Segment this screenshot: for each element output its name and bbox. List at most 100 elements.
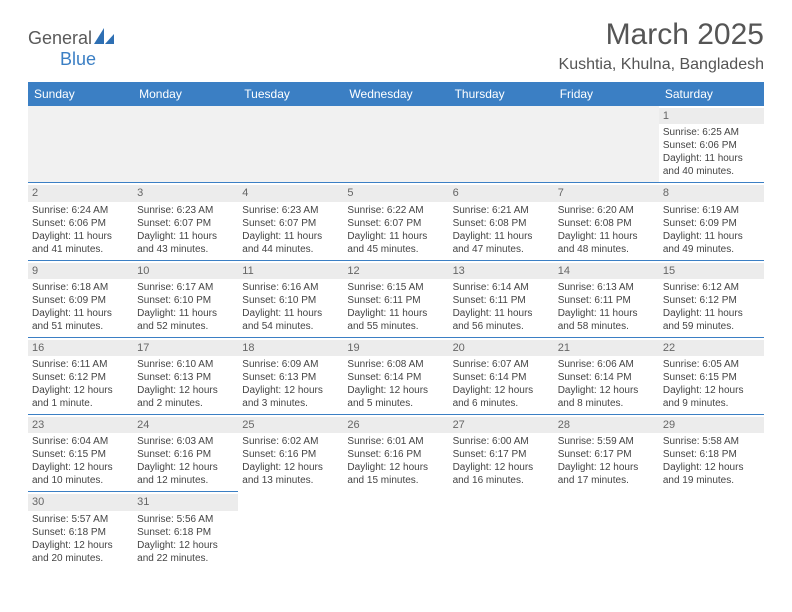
calendar-week: 9 Sunrise: 6:18 AMSunset: 6:09 PMDaylight… xyxy=(28,260,764,337)
day-number: 29 xyxy=(659,417,764,433)
day-info: Sunrise: 6:02 AMSunset: 6:16 PMDaylight:… xyxy=(242,435,339,487)
day-number: 12 xyxy=(343,263,448,279)
day-number: 21 xyxy=(554,340,659,356)
day-number: 31 xyxy=(133,494,238,510)
calendar-day-cell: 14Sunrise: 6:13 AMSunset: 6:11 PMDayligh… xyxy=(554,260,659,337)
day-number: 7 xyxy=(554,185,659,201)
day-info: Sunrise: 5:58 AMSunset: 6:18 PMDaylight:… xyxy=(663,435,760,487)
day-info: Sunrise: 6:05 AMSunset: 6:15 PMDaylight:… xyxy=(663,358,760,410)
calendar-day-cell: 27 Sunrise: 6:00 AMSunset: 6:17 PMDayligh… xyxy=(449,415,554,492)
day-number: 20 xyxy=(449,340,554,356)
day-number: 1 xyxy=(659,108,764,124)
day-info: Sunrise: 6:11 AMSunset: 6:12 PMDaylight:… xyxy=(32,358,129,410)
day-info: Sunrise: 6:25 AMSunset: 6:06 PMDaylight:… xyxy=(663,126,760,178)
day-info: Sunrise: 6:21 AMSunset: 6:08 PMDaylight:… xyxy=(453,204,550,256)
day-number: 16 xyxy=(28,340,133,356)
day-info: Sunrise: 6:04 AMSunset: 6:15 PMDaylight:… xyxy=(32,435,129,487)
day-number: 19 xyxy=(343,340,448,356)
calendar-day-cell xyxy=(343,492,448,569)
calendar-day-cell: 28 Sunrise: 5:59 AMSunset: 6:17 PMDayligh… xyxy=(554,415,659,492)
calendar-week: 2Sunrise: 6:24 AMSunset: 6:06 PMDaylight… xyxy=(28,183,764,260)
day-info: Sunrise: 6:00 AMSunset: 6:17 PMDaylight:… xyxy=(453,435,550,487)
day-number: 10 xyxy=(133,263,238,279)
weekday-header: Monday xyxy=(133,82,238,106)
day-info: Sunrise: 6:16 AMSunset: 6:10 PMDaylight:… xyxy=(242,281,339,333)
calendar-day-cell xyxy=(133,106,238,183)
location: Kushtia, Khulna, Bangladesh xyxy=(559,56,764,74)
calendar-table: SundayMondayTuesdayWednesdayThursdayFrid… xyxy=(28,82,764,569)
day-info: Sunrise: 6:13 AMSunset: 6:11 PMDaylight:… xyxy=(558,281,655,333)
day-number: 30 xyxy=(28,494,133,510)
calendar-day-cell: 2Sunrise: 6:24 AMSunset: 6:06 PMDaylight… xyxy=(28,183,133,260)
day-number: 9 xyxy=(28,263,133,279)
brand-name-a: General xyxy=(28,28,92,48)
day-info: Sunrise: 6:23 AMSunset: 6:07 PMDaylight:… xyxy=(137,204,234,256)
day-number: 23 xyxy=(28,417,133,433)
calendar-day-cell: 20 Sunrise: 6:07 AMSunset: 6:14 PMDayligh… xyxy=(449,337,554,414)
calendar-day-cell xyxy=(449,492,554,569)
sail-icon xyxy=(94,28,114,49)
day-number: 26 xyxy=(343,417,448,433)
calendar-day-cell: 1 Sunrise: 6:25 AMSunset: 6:06 PMDaylight… xyxy=(659,106,764,183)
weekday-header: Wednesday xyxy=(343,82,448,106)
calendar-day-cell: 5Sunrise: 6:22 AMSunset: 6:07 PMDaylight… xyxy=(343,183,448,260)
calendar-day-cell xyxy=(238,492,343,569)
calendar-day-cell xyxy=(554,106,659,183)
weekday-header: Friday xyxy=(554,82,659,106)
calendar-week: 23 Sunrise: 6:04 AMSunset: 6:15 PMDayligh… xyxy=(28,415,764,492)
day-number: 18 xyxy=(238,340,343,356)
day-number: 11 xyxy=(238,263,343,279)
day-number: 8 xyxy=(659,185,764,201)
day-info: Sunrise: 6:17 AMSunset: 6:10 PMDaylight:… xyxy=(137,281,234,333)
calendar-day-cell: 23 Sunrise: 6:04 AMSunset: 6:15 PMDayligh… xyxy=(28,415,133,492)
calendar-day-cell xyxy=(659,492,764,569)
calendar-day-cell: 4Sunrise: 6:23 AMSunset: 6:07 PMDaylight… xyxy=(238,183,343,260)
day-info: Sunrise: 6:20 AMSunset: 6:08 PMDaylight:… xyxy=(558,204,655,256)
day-info: Sunrise: 5:59 AMSunset: 6:17 PMDaylight:… xyxy=(558,435,655,487)
title-block: March 2025 Kushtia, Khulna, Bangladesh xyxy=(559,18,764,74)
calendar-week: 1 Sunrise: 6:25 AMSunset: 6:06 PMDaylight… xyxy=(28,106,764,183)
calendar-day-cell: 15Sunrise: 6:12 AMSunset: 6:12 PMDayligh… xyxy=(659,260,764,337)
day-number: 15 xyxy=(659,263,764,279)
day-info: Sunrise: 6:06 AMSunset: 6:14 PMDaylight:… xyxy=(558,358,655,410)
day-info: Sunrise: 6:18 AMSunset: 6:09 PMDaylight:… xyxy=(32,281,129,333)
calendar-day-cell: 13 Sunrise: 6:14 AMSunset: 6:11 PMDayligh… xyxy=(449,260,554,337)
day-info: Sunrise: 6:07 AMSunset: 6:14 PMDaylight:… xyxy=(453,358,550,410)
calendar-day-cell: 17Sunrise: 6:10 AMSunset: 6:13 PMDayligh… xyxy=(133,337,238,414)
brand-logo: General Blue xyxy=(28,18,114,70)
day-info: Sunrise: 6:14 AMSunset: 6:11 PMDaylight:… xyxy=(453,281,550,333)
calendar-day-cell xyxy=(28,106,133,183)
calendar-day-cell xyxy=(343,106,448,183)
calendar-day-cell: 31Sunrise: 5:56 AMSunset: 6:18 PMDayligh… xyxy=(133,492,238,569)
brand-name-b: Blue xyxy=(60,49,96,69)
calendar-day-cell: 11 Sunrise: 6:16 AMSunset: 6:10 PMDayligh… xyxy=(238,260,343,337)
calendar-day-cell: 8 Sunrise: 6:19 AMSunset: 6:09 PMDaylight… xyxy=(659,183,764,260)
day-number: 2 xyxy=(28,185,133,201)
calendar-header-row: SundayMondayTuesdayWednesdayThursdayFrid… xyxy=(28,82,764,106)
calendar-day-cell: 18 Sunrise: 6:09 AMSunset: 6:13 PMDayligh… xyxy=(238,337,343,414)
header: General Blue March 2025 Kushtia, Khulna,… xyxy=(28,18,764,74)
month-title: March 2025 xyxy=(559,18,764,52)
weekday-header: Thursday xyxy=(449,82,554,106)
weekday-header: Tuesday xyxy=(238,82,343,106)
day-info: Sunrise: 6:03 AMSunset: 6:16 PMDaylight:… xyxy=(137,435,234,487)
calendar-week: 16 Sunrise: 6:11 AMSunset: 6:12 PMDayligh… xyxy=(28,337,764,414)
calendar-day-cell: 29 Sunrise: 5:58 AMSunset: 6:18 PMDayligh… xyxy=(659,415,764,492)
day-info: Sunrise: 6:22 AMSunset: 6:07 PMDaylight:… xyxy=(347,204,444,256)
calendar-day-cell: 6 Sunrise: 6:21 AMSunset: 6:08 PMDaylight… xyxy=(449,183,554,260)
day-info: Sunrise: 6:19 AMSunset: 6:09 PMDaylight:… xyxy=(663,204,760,256)
day-number: 13 xyxy=(449,263,554,279)
day-info: Sunrise: 6:09 AMSunset: 6:13 PMDaylight:… xyxy=(242,358,339,410)
day-number: 27 xyxy=(449,417,554,433)
calendar-day-cell: 10 Sunrise: 6:17 AMSunset: 6:10 PMDayligh… xyxy=(133,260,238,337)
calendar-day-cell xyxy=(238,106,343,183)
day-info: Sunrise: 6:10 AMSunset: 6:13 PMDaylight:… xyxy=(137,358,234,410)
day-number: 28 xyxy=(554,417,659,433)
day-number: 24 xyxy=(133,417,238,433)
calendar-day-cell: 25Sunrise: 6:02 AMSunset: 6:16 PMDayligh… xyxy=(238,415,343,492)
day-number: 6 xyxy=(449,185,554,201)
day-info: Sunrise: 6:08 AMSunset: 6:14 PMDaylight:… xyxy=(347,358,444,410)
day-number: 22 xyxy=(659,340,764,356)
day-info: Sunrise: 6:23 AMSunset: 6:07 PMDaylight:… xyxy=(242,204,339,256)
calendar-day-cell: 24 Sunrise: 6:03 AMSunset: 6:16 PMDayligh… xyxy=(133,415,238,492)
